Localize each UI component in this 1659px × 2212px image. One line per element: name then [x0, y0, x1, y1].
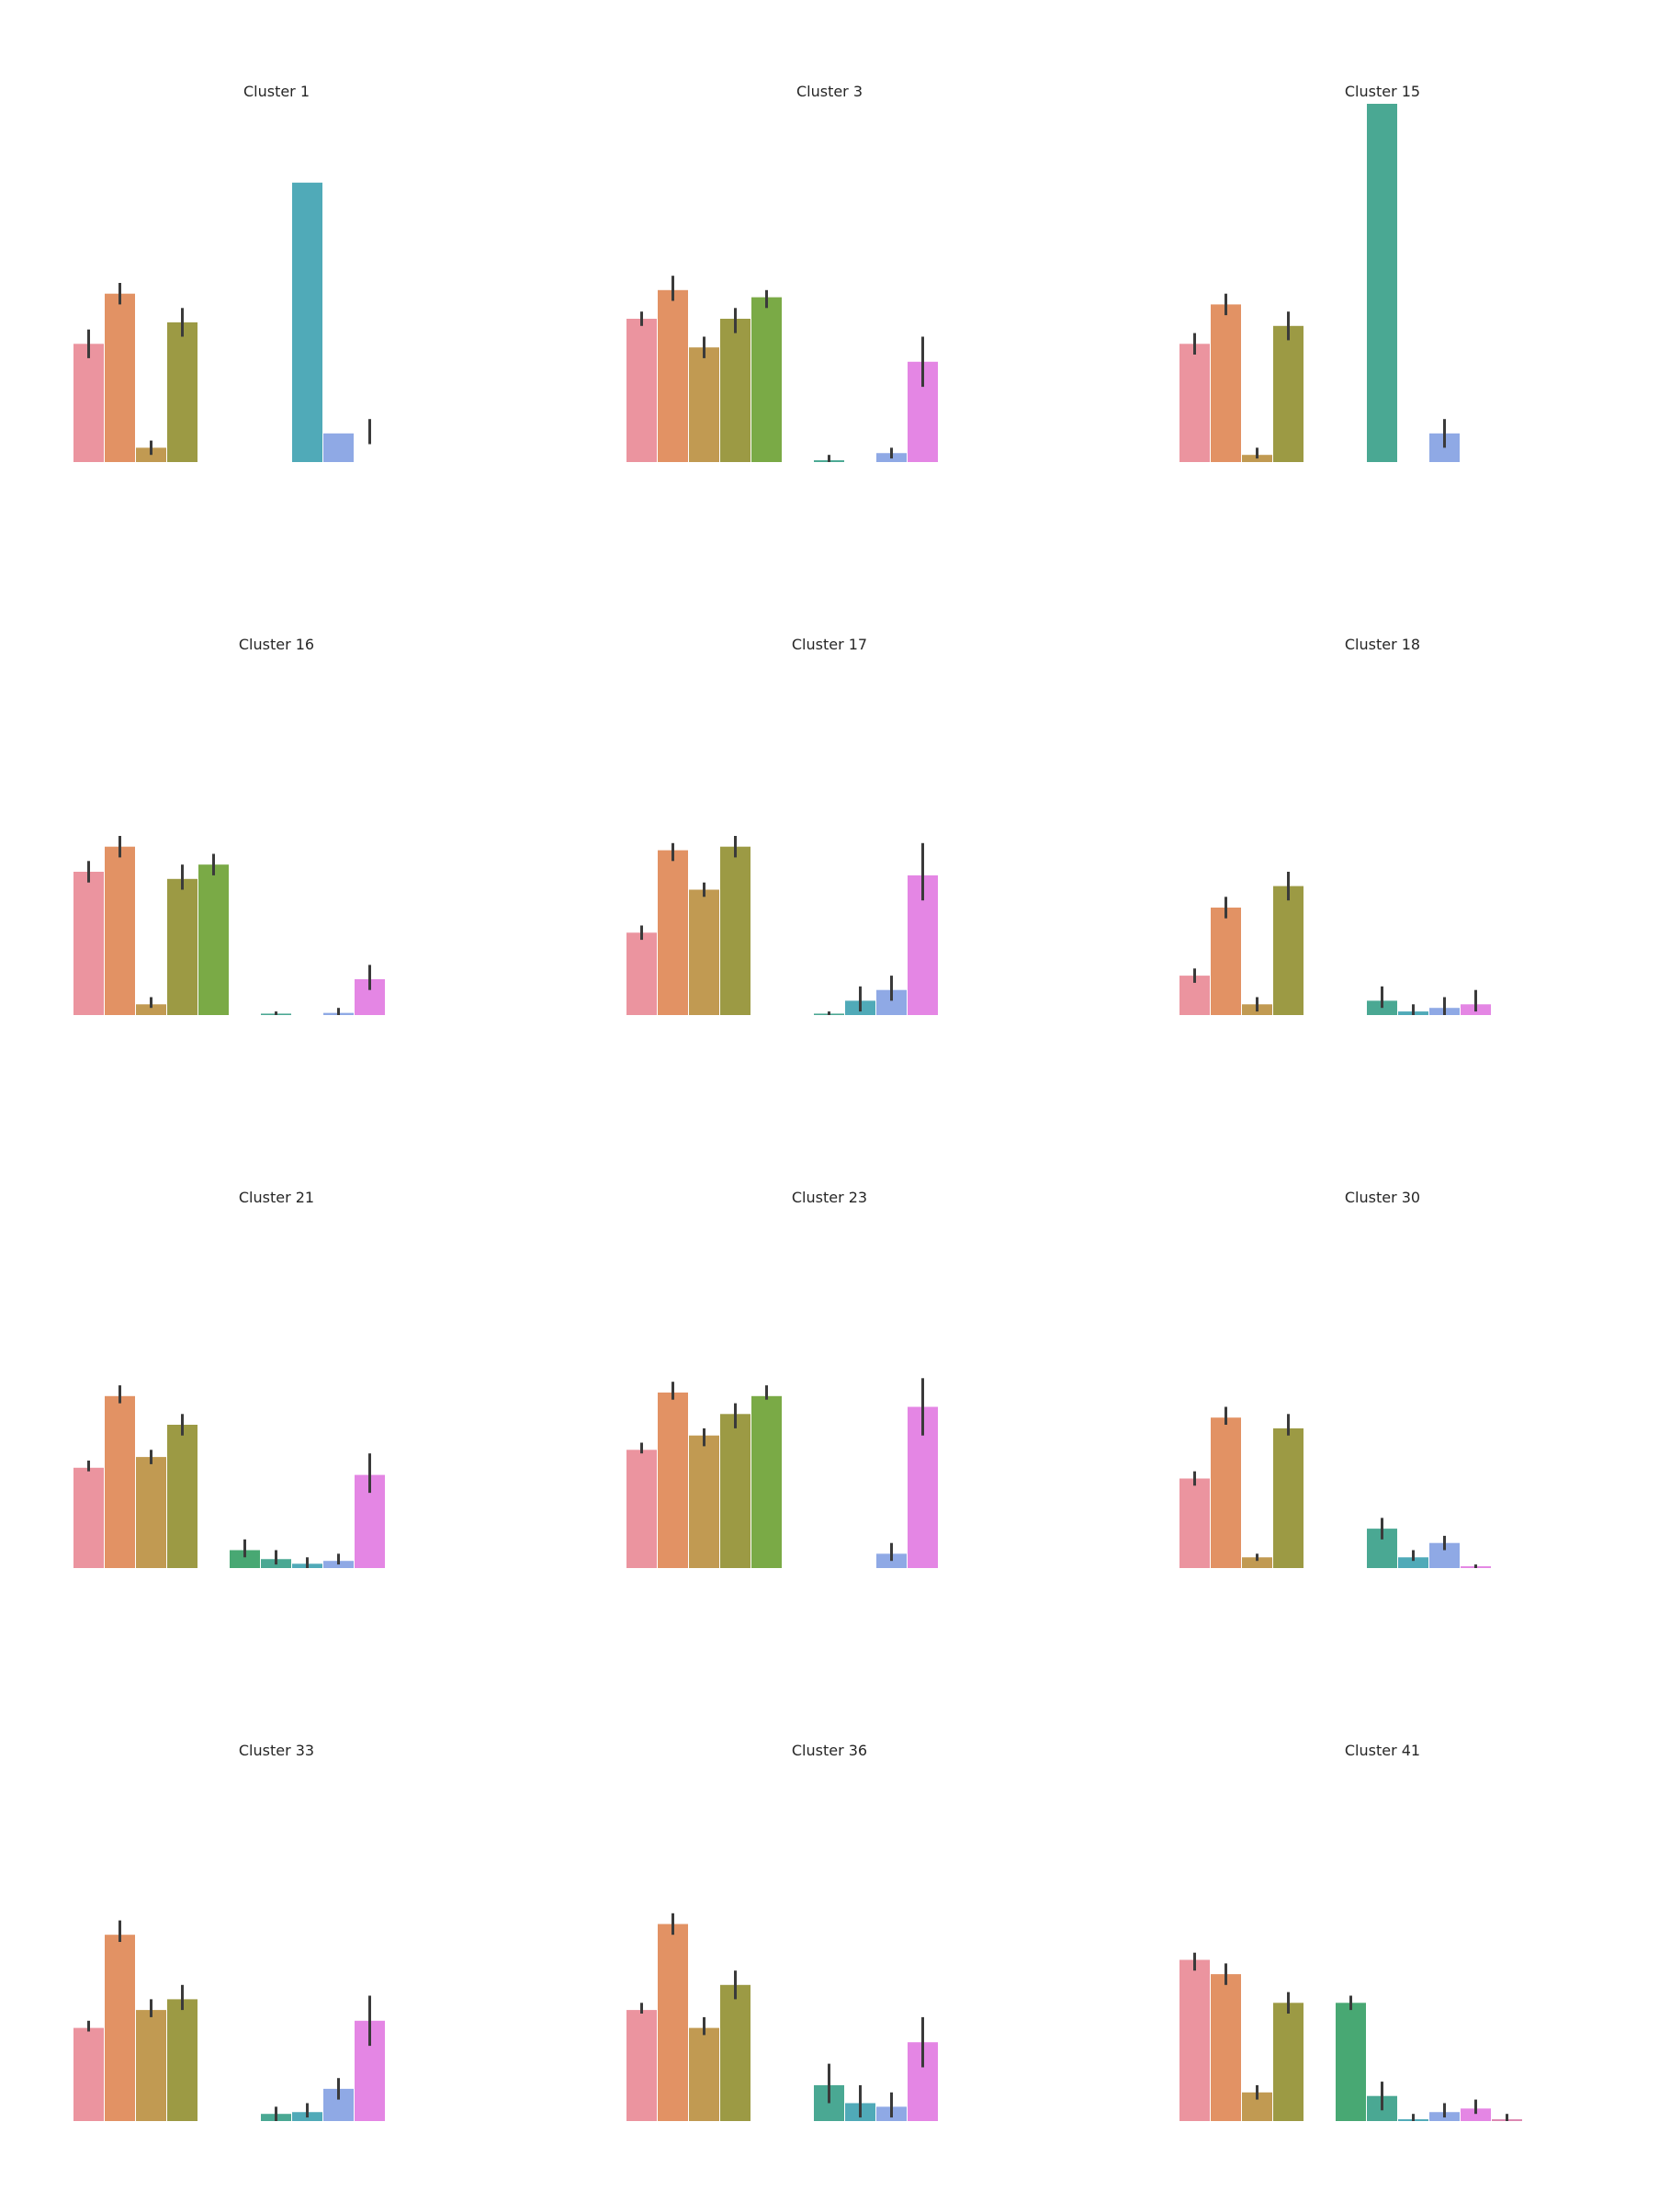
panel-title: Cluster 21	[238, 1189, 315, 1206]
bar	[1273, 2003, 1304, 2121]
panel-title: Cluster 36	[791, 1742, 868, 1759]
bar	[1211, 304, 1241, 462]
bar	[105, 1395, 135, 1568]
bar	[1179, 1478, 1210, 1568]
bar	[1179, 344, 1210, 462]
bar	[1367, 104, 1397, 462]
panel-title: Cluster 33	[238, 1742, 315, 1759]
bar	[1398, 1557, 1428, 1568]
panel-title: Cluster 41	[1344, 1742, 1421, 1759]
bar	[626, 1450, 657, 1568]
bar-plot	[626, 836, 938, 1015]
bar	[1273, 325, 1304, 462]
bar	[136, 1004, 166, 1015]
bar	[292, 182, 322, 463]
bar	[1211, 1974, 1241, 2121]
bar	[626, 2010, 657, 2121]
bar-plot	[73, 1385, 385, 1568]
bar	[658, 1392, 688, 1568]
bar	[323, 433, 354, 462]
bar-plot	[626, 1378, 938, 1568]
bar	[720, 319, 750, 462]
chart-panel: Cluster 16	[0, 553, 553, 1106]
chart-panel: Cluster 21	[0, 1106, 553, 1659]
bar-plot	[626, 1913, 938, 2121]
bar-plot	[1179, 1406, 1491, 1568]
bar	[1179, 1959, 1210, 2121]
bar	[1336, 2003, 1366, 2121]
bar	[658, 289, 688, 462]
bar	[1211, 908, 1241, 1015]
bar	[198, 864, 229, 1015]
bar	[136, 1457, 166, 1568]
bar	[720, 1414, 750, 1568]
bar-plot	[626, 276, 938, 462]
chart-panel: Cluster 18	[1106, 553, 1659, 1106]
bar	[73, 872, 104, 1015]
bar-plot	[73, 1920, 385, 2121]
bar	[167, 322, 198, 462]
bar	[167, 878, 198, 1015]
bar	[1242, 1557, 1272, 1568]
bar	[136, 2010, 166, 2121]
bar-plot	[1179, 104, 1460, 462]
panel-title: Cluster 17	[791, 636, 868, 653]
bar	[751, 297, 782, 462]
bar	[689, 1435, 719, 1568]
chart-panel: Cluster 1	[0, 0, 553, 553]
panel-title: Cluster 15	[1344, 83, 1421, 100]
panel-title: Cluster 16	[238, 636, 315, 653]
bar-plot	[73, 182, 371, 463]
bar	[689, 347, 719, 462]
bar	[73, 344, 104, 462]
bar-plot	[1179, 872, 1491, 1015]
chart-panel: Cluster 17	[553, 553, 1106, 1106]
bar-plot	[1179, 1952, 1522, 2121]
chart-panel: Cluster 3	[553, 0, 1106, 553]
bar	[167, 1999, 198, 2121]
bar	[720, 846, 750, 1015]
bar	[73, 1467, 104, 1568]
bar	[1461, 2108, 1491, 2121]
chart-panel: Cluster 15	[1106, 0, 1659, 553]
bar	[751, 1395, 782, 1568]
panel-title: Cluster 23	[791, 1189, 868, 1206]
bar	[689, 889, 719, 1015]
bar	[689, 2027, 719, 2121]
chart-panel: Cluster 30	[1106, 1106, 1659, 1659]
bar-plot	[73, 836, 385, 1015]
bar	[73, 2027, 104, 2121]
bar	[105, 1935, 135, 2121]
bar	[1211, 1417, 1241, 1568]
chart-panel: Cluster 41	[1106, 1659, 1659, 2212]
bar	[658, 850, 688, 1015]
chart-panel: Cluster 33	[0, 1659, 553, 2212]
chart-panel: Cluster 23	[553, 1106, 1106, 1659]
bar	[105, 846, 135, 1015]
bar	[230, 1550, 260, 1568]
panel-title: Cluster 1	[243, 83, 310, 100]
panel-title: Cluster 30	[1344, 1189, 1421, 1206]
chart-panel: Cluster 36	[553, 1659, 1106, 2212]
bar	[626, 932, 657, 1015]
bar	[1273, 1428, 1304, 1568]
bar	[1273, 886, 1304, 1015]
bar	[105, 293, 135, 462]
panel-title: Cluster 18	[1344, 636, 1421, 653]
panel-title: Cluster 3	[796, 83, 863, 100]
bar	[626, 319, 657, 462]
bar	[658, 1924, 688, 2121]
bar	[167, 1425, 198, 1568]
bar	[720, 1984, 750, 2121]
